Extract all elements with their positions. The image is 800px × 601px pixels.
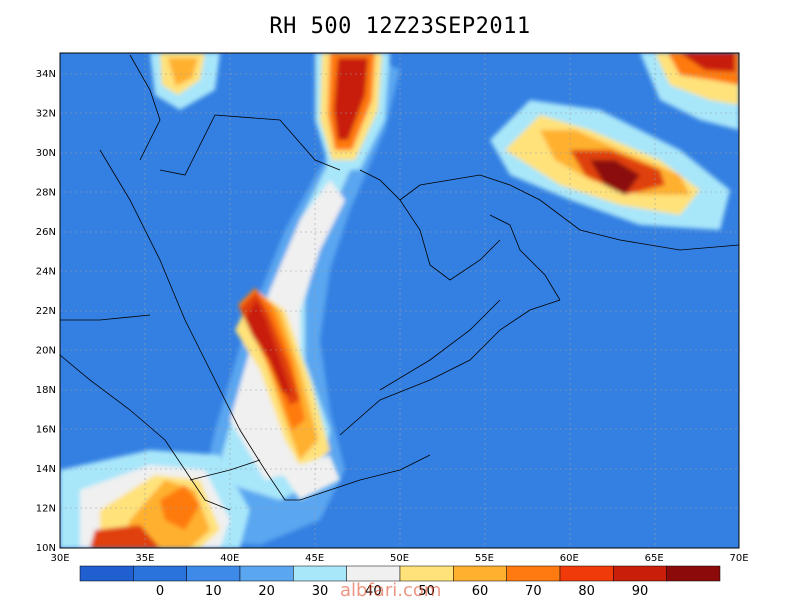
colorbar-label: 40 <box>365 584 382 599</box>
colorbar-swatch <box>613 565 667 582</box>
lon-tick-label: 30E <box>50 553 69 564</box>
colorbar-swatch <box>133 565 187 582</box>
colorbar-swatch <box>666 565 721 582</box>
lon-tick-label: 55E <box>475 553 494 564</box>
colorbar-label: 0 <box>156 584 164 599</box>
levant-blob <box>150 53 220 110</box>
watermark: albfari.com <box>340 580 442 601</box>
map-title: RH 500 12Z23SEP2011 <box>269 14 531 39</box>
coastlines <box>60 54 739 511</box>
lat-tick-label: 18N <box>36 385 56 396</box>
lat-tick-label: 14N <box>36 464 56 475</box>
lat-tick-label: 32N <box>36 109 56 120</box>
lon-tick-label: 65E <box>645 553 664 564</box>
colorbar-label: 20 <box>258 584 275 599</box>
iraq-blob <box>315 53 390 170</box>
colorbar-swatch <box>506 565 561 582</box>
colorbar-label: 60 <box>472 584 489 599</box>
colorbar-swatch <box>186 565 241 582</box>
colorbar-label: 50 <box>418 584 435 599</box>
lon-tick-label: 70E <box>729 553 748 564</box>
colorbar-label: 80 <box>578 584 595 599</box>
grid <box>60 53 739 548</box>
lon-tick-label: 40E <box>220 553 239 564</box>
colorbar-swatch <box>559 565 614 582</box>
colorbar-label: 70 <box>525 584 542 599</box>
colorbar-label: 90 <box>632 584 649 599</box>
lat-tick-label: 30N <box>36 148 56 159</box>
rh-field <box>60 53 739 548</box>
lon-tick-label: 50E <box>390 553 409 564</box>
lat-tick-label: 10N <box>36 543 56 554</box>
lat-tick-label: 24N <box>36 267 56 278</box>
colorbar-labels: 0 10 20 30 40 50 60 70 80 90 <box>156 584 648 599</box>
north-iran-blob <box>640 53 739 130</box>
lat-tick-label: 12N <box>36 504 56 515</box>
lat-tick-label: 28N <box>36 188 56 199</box>
lon-axis: 30E 35E 40E 45E 50E 55E 60E 65E 70E <box>50 553 748 564</box>
lat-tick-label: 22N <box>36 306 56 317</box>
plot-frame <box>59 52 740 549</box>
lat-axis: 10N 12N 14N 16N 18N 20N 22N 24N 26N 28N 30N 32N 34N <box>36 69 56 554</box>
colorbar-swatch <box>346 565 401 582</box>
colorbar-swatch <box>79 565 134 582</box>
colorbar-label: 10 <box>205 584 222 599</box>
colorbar-swatch <box>293 565 347 582</box>
iran-blob <box>490 100 730 230</box>
colorbar-swatch <box>239 565 294 582</box>
lon-tick-label: 45E <box>305 553 324 564</box>
colorbar-swatch <box>453 565 507 582</box>
colorbar <box>79 565 721 582</box>
lon-tick-label: 60E <box>560 553 579 564</box>
colorbar-label: 30 <box>312 584 329 599</box>
lat-tick-label: 16N <box>36 425 56 436</box>
colorbar-swatch <box>399 565 454 582</box>
lat-tick-label: 20N <box>36 346 56 357</box>
africa-blob <box>60 450 250 548</box>
lat-tick-label: 34N <box>36 69 56 80</box>
lat-tick-label: 26N <box>36 227 56 238</box>
lon-tick-label: 35E <box>135 553 154 564</box>
